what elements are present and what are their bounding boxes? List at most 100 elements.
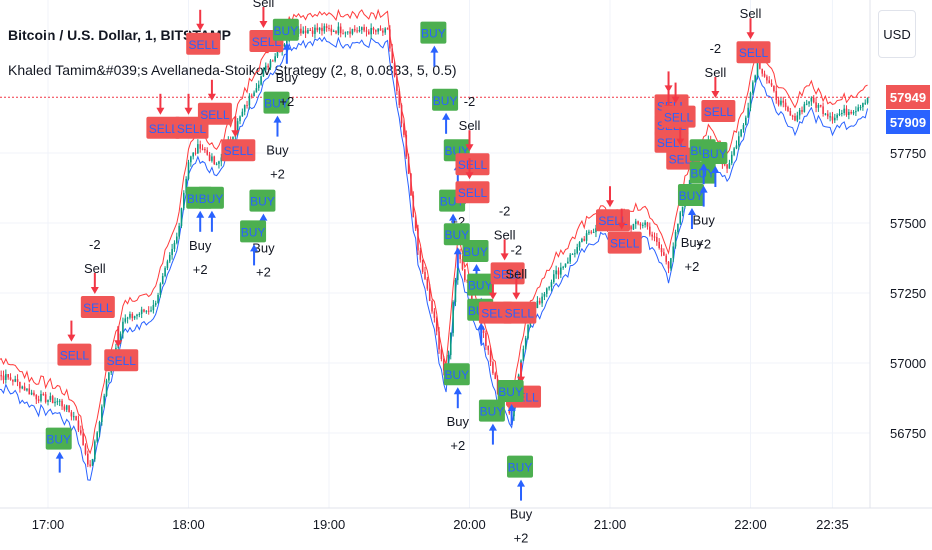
bands <box>0 8 869 481</box>
candle-body <box>752 82 754 93</box>
grid <box>0 0 870 508</box>
candle-body <box>12 379 14 382</box>
candle-body <box>215 163 218 165</box>
candle-body <box>798 110 801 116</box>
x-tick-label: 21:00 <box>594 517 627 532</box>
candle-body <box>461 259 464 270</box>
candle-body <box>122 321 124 334</box>
candle-body <box>553 274 555 283</box>
buy-marker <box>677 184 704 206</box>
signal-label: Sell <box>459 118 481 133</box>
candle-body <box>756 59 759 76</box>
candle-body <box>545 288 548 294</box>
candle-body <box>864 102 867 104</box>
candle-body <box>487 345 490 351</box>
candle-body <box>496 378 499 394</box>
candle-body <box>440 349 443 360</box>
candle-body <box>794 115 796 121</box>
signal-label: Sell <box>253 0 275 10</box>
candle-body <box>75 416 77 421</box>
candle-body <box>197 144 199 154</box>
candle-body <box>494 373 497 379</box>
candle-body <box>124 318 127 322</box>
candle-body <box>339 26 342 34</box>
buy-signal: BUY <box>497 380 524 425</box>
sell-arrow-head <box>231 130 240 138</box>
buy-signal: BUY <box>432 88 459 134</box>
buy-signal: BUY +2 Buy <box>272 18 299 109</box>
candle-body <box>723 164 726 166</box>
buy-arrow-head <box>477 322 486 330</box>
candle-body <box>328 27 330 29</box>
sell-arrow-head <box>465 172 474 180</box>
candle-body <box>9 377 12 380</box>
candle-body <box>646 222 649 227</box>
candle-body <box>417 228 419 251</box>
candle-body <box>471 292 473 304</box>
price-tag-lower: 57909 <box>886 110 930 135</box>
sell-marker <box>455 153 490 176</box>
sell-marker-label: SELL <box>177 122 207 136</box>
candle-body <box>84 445 87 454</box>
candle-body <box>555 270 557 275</box>
candle-body <box>143 309 145 312</box>
candle-body <box>164 268 166 276</box>
candle-body <box>805 103 808 105</box>
candle-body <box>103 395 105 407</box>
candle-body <box>204 148 206 151</box>
sell-signal: SELL <box>186 9 221 55</box>
candle-body <box>35 395 38 400</box>
sell-marker-label: SELL <box>610 237 640 251</box>
candle-body <box>466 280 468 282</box>
candle-body <box>485 332 487 346</box>
candle-body <box>65 405 68 410</box>
buy-arrow-head <box>196 210 205 218</box>
buy-marker <box>263 91 290 114</box>
candle-body <box>353 28 356 31</box>
buy-marker <box>45 427 72 450</box>
candle-body <box>79 430 82 434</box>
candle-body <box>49 396 52 400</box>
buy-signal: BUY +2 Buy <box>263 91 290 182</box>
candle-body <box>766 76 768 81</box>
signal-label: Sell <box>705 65 727 80</box>
sell-signal: SELL <box>221 116 256 162</box>
candle-body <box>185 178 187 193</box>
candle-body <box>421 259 424 272</box>
candle-body <box>72 416 75 418</box>
candle-body <box>541 296 543 304</box>
candle-body <box>787 107 789 111</box>
candle-body <box>42 394 45 396</box>
candle-body <box>405 134 408 157</box>
signal-label: Sell <box>84 261 106 276</box>
candle-body <box>459 253 461 260</box>
x-tick-label: 22:00 <box>734 517 767 532</box>
candle-body <box>564 263 567 267</box>
candle-body <box>180 208 183 226</box>
candle-body <box>300 28 302 34</box>
x-tick-label: 20:00 <box>453 517 486 532</box>
candle-body <box>335 30 337 34</box>
sell-arrow-head <box>67 334 76 342</box>
candle-body <box>822 106 824 114</box>
upper-band-line <box>0 8 868 455</box>
candle-body <box>68 405 70 413</box>
candle-body <box>796 115 799 121</box>
sell-arrow-head <box>259 21 268 28</box>
y-axis: 56750 57000 57250 57500 57750 <box>869 0 926 508</box>
currency-button[interactable]: USD <box>878 10 916 58</box>
candle-body <box>360 27 363 31</box>
candle-body <box>272 60 274 62</box>
candle-body <box>332 30 335 32</box>
candle-body <box>578 242 581 248</box>
signal-qty: -2 <box>89 237 101 252</box>
buy-signal: BUY +2 Buy <box>677 184 704 274</box>
candle-body <box>866 98 869 103</box>
signal-qty: +2 <box>256 265 271 280</box>
candle-body <box>82 433 84 446</box>
candle-body <box>819 104 822 107</box>
